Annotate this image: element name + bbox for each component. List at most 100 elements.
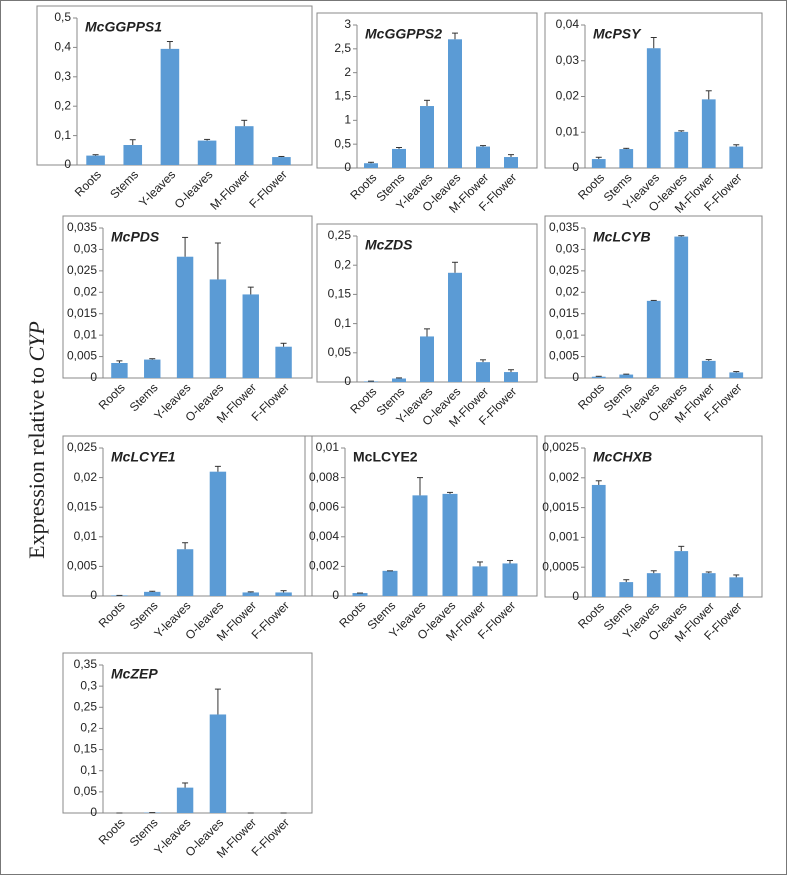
bar — [420, 106, 434, 168]
panel-title: McLCYE1 — [111, 449, 176, 465]
y-tick-label: 0,1 — [334, 316, 351, 330]
y-tick-label: 0,02 — [556, 284, 580, 298]
y-tick-label: 0,2 — [334, 257, 351, 271]
y-tick-label: 1,5 — [334, 89, 351, 103]
bar — [176, 549, 194, 596]
y-tick-label: 0,015 — [67, 306, 97, 320]
bar — [701, 573, 716, 597]
y-tick-label: 0,004 — [309, 529, 339, 543]
y-tick-label: 0,01 — [74, 327, 98, 341]
bar — [242, 592, 259, 596]
y-tick-label: 0,002 — [309, 559, 339, 573]
y-tick-label: 0,015 — [67, 499, 97, 513]
y-tick-label: 0,3 — [54, 69, 71, 83]
bar — [646, 573, 661, 597]
bar — [123, 145, 143, 165]
y-tick-label: 0,025 — [67, 263, 97, 277]
y-tick-label: 0,005 — [549, 349, 579, 363]
bar — [504, 372, 518, 382]
y-tick-label: 0,02 — [74, 284, 98, 298]
bar — [646, 300, 661, 378]
y-tick-label: 0,04 — [556, 17, 580, 31]
bar — [86, 155, 105, 165]
bar — [420, 336, 434, 382]
bar — [591, 484, 606, 597]
bar — [275, 346, 292, 378]
y-tick-label: 0,01 — [74, 529, 98, 543]
y-tick-label: 0 — [90, 370, 97, 384]
bar — [472, 566, 488, 596]
panel-title: McPDS — [111, 229, 160, 245]
bar — [476, 362, 490, 382]
bar — [674, 131, 689, 168]
y-tick-label: 0 — [344, 374, 351, 388]
bar — [701, 360, 716, 378]
y-tick-label: 2 — [344, 65, 351, 79]
y-tick-label: 0,1 — [54, 128, 71, 142]
bar — [619, 149, 634, 168]
y-tick-label: 0,001 — [549, 530, 579, 544]
y-tick-label: 0,15 — [328, 287, 352, 301]
panel-title: McLCYB — [593, 229, 651, 245]
y-tick-label: 0,35 — [74, 657, 98, 671]
panel-title: McCHXB — [593, 449, 652, 465]
y-axis-label-gene: CYP — [24, 321, 49, 361]
y-tick-label: 0,01 — [556, 124, 580, 138]
bar — [729, 372, 744, 378]
y-tick-label: 3 — [344, 17, 351, 31]
bar — [442, 493, 458, 596]
y-tick-label: 0,05 — [74, 784, 98, 798]
bar — [275, 592, 292, 596]
bar — [646, 48, 661, 168]
y-tick-label: 0,015 — [549, 306, 579, 320]
y-tick-label: 1 — [344, 113, 351, 127]
y-tick-label: 0 — [572, 160, 579, 174]
bar — [382, 570, 398, 596]
y-tick-label: 0,035 — [549, 220, 579, 234]
bar — [729, 577, 744, 597]
bar — [197, 140, 217, 165]
panel-title: McGGPPS2 — [365, 26, 442, 42]
bar — [352, 593, 368, 596]
y-tick-label: 0,008 — [309, 470, 339, 484]
y-tick-label: 0 — [572, 589, 579, 603]
y-tick-label: 0 — [64, 157, 71, 171]
y-tick-label: 0,2 — [54, 98, 71, 112]
bar — [209, 471, 227, 596]
bar — [242, 294, 259, 378]
y-tick-label: 0,03 — [556, 53, 580, 67]
y-tick-label: 0,01 — [556, 327, 580, 341]
y-tick-label: 0,1 — [80, 763, 97, 777]
y-tick-label: 0,02 — [74, 470, 98, 484]
bar — [160, 48, 180, 166]
bar — [176, 787, 194, 813]
y-tick-label: 0,005 — [67, 559, 97, 573]
y-tick-label: 0,002 — [549, 470, 579, 484]
bar — [412, 495, 428, 596]
bar — [448, 272, 462, 382]
y-tick-label: 0,0005 — [542, 559, 579, 573]
y-tick-label: 0 — [572, 370, 579, 384]
y-tick-label: 0,025 — [549, 263, 579, 277]
bar — [144, 591, 161, 596]
bar — [619, 374, 634, 378]
bar — [234, 126, 254, 165]
y-tick-label: 0,02 — [556, 89, 580, 103]
bar — [144, 359, 161, 378]
bar — [502, 563, 518, 596]
y-tick-label: 0,15 — [74, 742, 98, 756]
bar — [272, 157, 291, 165]
y-tick-label: 0 — [344, 160, 351, 174]
y-tick-label: 0,05 — [328, 345, 352, 359]
panel-title: McGGPPS1 — [85, 19, 162, 35]
bar — [392, 148, 406, 168]
bar — [504, 157, 518, 168]
bar — [209, 714, 227, 813]
y-tick-label: 0,03 — [556, 242, 580, 256]
bar — [176, 256, 194, 378]
bar — [729, 146, 744, 168]
y-tick-label: 0,025 — [67, 440, 97, 454]
y-tick-label: 0 — [90, 805, 97, 819]
y-tick-label: 0,006 — [309, 499, 339, 513]
